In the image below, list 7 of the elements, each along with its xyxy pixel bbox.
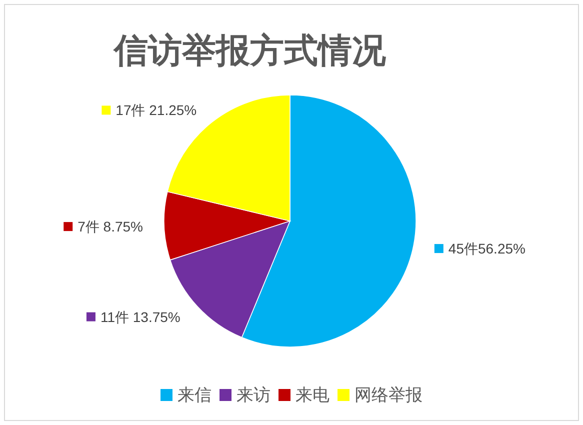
chart-title: 信访举报方式情况 [112,32,387,70]
legend-label: 网络举报 [354,386,422,404]
legend-label: 来信 [178,386,212,404]
legend-label: 来电 [296,386,330,404]
legend-label: 来访 [236,386,270,404]
data-label: 45件56.25% [448,240,526,257]
data-label: 7件 8.75% [78,218,143,235]
